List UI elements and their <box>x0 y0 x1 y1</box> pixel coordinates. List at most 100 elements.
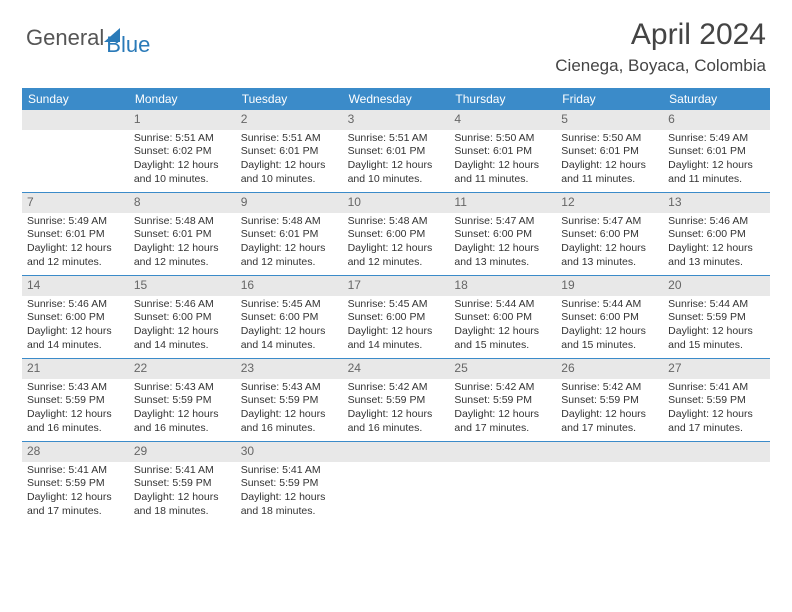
detail-line: and 13 minutes. <box>454 256 551 270</box>
day-cell: 28Sunrise: 5:41 AMSunset: 5:59 PMDayligh… <box>22 442 129 524</box>
day-cell: . <box>556 442 663 524</box>
day-details: Sunrise: 5:46 AMSunset: 6:00 PMDaylight:… <box>129 296 236 357</box>
day-number: 15 <box>129 276 236 296</box>
detail-line: Sunrise: 5:49 AM <box>668 132 765 146</box>
detail-line: Sunset: 6:00 PM <box>454 311 551 325</box>
day-cell: 19Sunrise: 5:44 AMSunset: 6:00 PMDayligh… <box>556 276 663 358</box>
day-number: . <box>663 442 770 462</box>
detail-line: Sunset: 5:59 PM <box>668 394 765 408</box>
detail-line: Sunset: 6:01 PM <box>27 228 124 242</box>
day-header: Friday <box>556 88 663 110</box>
day-details: Sunrise: 5:43 AMSunset: 5:59 PMDaylight:… <box>129 379 236 440</box>
day-header: Monday <box>129 88 236 110</box>
detail-line: Sunrise: 5:46 AM <box>27 298 124 312</box>
day-details: Sunrise: 5:50 AMSunset: 6:01 PMDaylight:… <box>449 130 556 191</box>
detail-line: Daylight: 12 hours <box>454 325 551 339</box>
day-cell: 27Sunrise: 5:41 AMSunset: 5:59 PMDayligh… <box>663 359 770 441</box>
detail-line: Sunset: 6:01 PM <box>348 145 445 159</box>
day-number: 27 <box>663 359 770 379</box>
detail-line: Daylight: 12 hours <box>348 325 445 339</box>
day-header: Sunday <box>22 88 129 110</box>
day-details: Sunrise: 5:51 AMSunset: 6:02 PMDaylight:… <box>129 130 236 191</box>
detail-line: Sunrise: 5:45 AM <box>241 298 338 312</box>
day-number: 20 <box>663 276 770 296</box>
day-cell: 13Sunrise: 5:46 AMSunset: 6:00 PMDayligh… <box>663 193 770 275</box>
detail-line: Sunset: 5:59 PM <box>134 477 231 491</box>
day-details: Sunrise: 5:48 AMSunset: 6:01 PMDaylight:… <box>129 213 236 274</box>
day-cell: . <box>22 110 129 192</box>
detail-line: and 17 minutes. <box>454 422 551 436</box>
detail-line: and 12 minutes. <box>348 256 445 270</box>
day-number: 12 <box>556 193 663 213</box>
day-cell: . <box>449 442 556 524</box>
detail-line: Daylight: 12 hours <box>27 408 124 422</box>
detail-line: and 10 minutes. <box>241 173 338 187</box>
detail-line: and 12 minutes. <box>27 256 124 270</box>
day-details: Sunrise: 5:48 AMSunset: 6:01 PMDaylight:… <box>236 213 343 274</box>
detail-line: Sunset: 5:59 PM <box>348 394 445 408</box>
detail-line: Sunrise: 5:43 AM <box>134 381 231 395</box>
detail-line: Sunrise: 5:48 AM <box>134 215 231 229</box>
detail-line: Daylight: 12 hours <box>241 242 338 256</box>
day-cell: 20Sunrise: 5:44 AMSunset: 5:59 PMDayligh… <box>663 276 770 358</box>
day-cell: 5Sunrise: 5:50 AMSunset: 6:01 PMDaylight… <box>556 110 663 192</box>
detail-line: Sunset: 5:59 PM <box>27 477 124 491</box>
day-cell: 6Sunrise: 5:49 AMSunset: 6:01 PMDaylight… <box>663 110 770 192</box>
detail-line: Sunset: 6:00 PM <box>668 228 765 242</box>
day-cell: 24Sunrise: 5:42 AMSunset: 5:59 PMDayligh… <box>343 359 450 441</box>
day-cell: 18Sunrise: 5:44 AMSunset: 6:00 PMDayligh… <box>449 276 556 358</box>
day-cell: 8Sunrise: 5:48 AMSunset: 6:01 PMDaylight… <box>129 193 236 275</box>
detail-line: and 16 minutes. <box>134 422 231 436</box>
detail-line: Sunset: 5:59 PM <box>27 394 124 408</box>
detail-line: Daylight: 12 hours <box>668 242 765 256</box>
day-number: . <box>22 110 129 130</box>
day-headers: SundayMondayTuesdayWednesdayThursdayFrid… <box>22 88 770 110</box>
detail-line: Daylight: 12 hours <box>134 325 231 339</box>
day-number: 21 <box>22 359 129 379</box>
day-details: Sunrise: 5:46 AMSunset: 6:00 PMDaylight:… <box>22 296 129 357</box>
day-number: 14 <box>22 276 129 296</box>
detail-line: Daylight: 12 hours <box>561 159 658 173</box>
detail-line: and 11 minutes. <box>454 173 551 187</box>
detail-line: Sunset: 6:00 PM <box>561 311 658 325</box>
day-number: 28 <box>22 442 129 462</box>
detail-line: Sunset: 5:59 PM <box>241 394 338 408</box>
detail-line: Sunset: 5:59 PM <box>668 311 765 325</box>
detail-line: Sunset: 5:59 PM <box>454 394 551 408</box>
detail-line: Daylight: 12 hours <box>668 159 765 173</box>
day-cell: 30Sunrise: 5:41 AMSunset: 5:59 PMDayligh… <box>236 442 343 524</box>
detail-line: Sunset: 5:59 PM <box>134 394 231 408</box>
detail-line: Daylight: 12 hours <box>27 491 124 505</box>
logo: General Blue <box>26 18 150 58</box>
detail-line: Daylight: 12 hours <box>454 242 551 256</box>
day-details: Sunrise: 5:51 AMSunset: 6:01 PMDaylight:… <box>236 130 343 191</box>
detail-line: Daylight: 12 hours <box>241 408 338 422</box>
day-number: 29 <box>129 442 236 462</box>
detail-line: Sunrise: 5:47 AM <box>561 215 658 229</box>
detail-line: Daylight: 12 hours <box>27 242 124 256</box>
day-number: . <box>556 442 663 462</box>
detail-line: and 12 minutes. <box>241 256 338 270</box>
day-cell: 26Sunrise: 5:42 AMSunset: 5:59 PMDayligh… <box>556 359 663 441</box>
detail-line: and 11 minutes. <box>561 173 658 187</box>
detail-line: Sunrise: 5:50 AM <box>561 132 658 146</box>
detail-line: Daylight: 12 hours <box>561 408 658 422</box>
detail-line: Sunrise: 5:44 AM <box>454 298 551 312</box>
detail-line: Daylight: 12 hours <box>241 325 338 339</box>
week-row: 28Sunrise: 5:41 AMSunset: 5:59 PMDayligh… <box>22 442 770 524</box>
day-details: Sunrise: 5:41 AMSunset: 5:59 PMDaylight:… <box>22 462 129 523</box>
detail-line: Sunrise: 5:41 AM <box>27 464 124 478</box>
detail-line: Daylight: 12 hours <box>668 325 765 339</box>
detail-line: and 14 minutes. <box>348 339 445 353</box>
detail-line: Sunrise: 5:49 AM <box>27 215 124 229</box>
logo-part2: Blue <box>106 32 150 57</box>
title-block: April 2024 Cienega, Boyaca, Colombia <box>555 18 766 76</box>
day-cell: . <box>343 442 450 524</box>
detail-line: and 14 minutes. <box>241 339 338 353</box>
day-cell: 4Sunrise: 5:50 AMSunset: 6:01 PMDaylight… <box>449 110 556 192</box>
detail-line: Daylight: 12 hours <box>454 159 551 173</box>
detail-line: and 15 minutes. <box>668 339 765 353</box>
detail-line: Sunset: 6:00 PM <box>348 311 445 325</box>
detail-line: Sunrise: 5:41 AM <box>668 381 765 395</box>
day-details: Sunrise: 5:43 AMSunset: 5:59 PMDaylight:… <box>236 379 343 440</box>
